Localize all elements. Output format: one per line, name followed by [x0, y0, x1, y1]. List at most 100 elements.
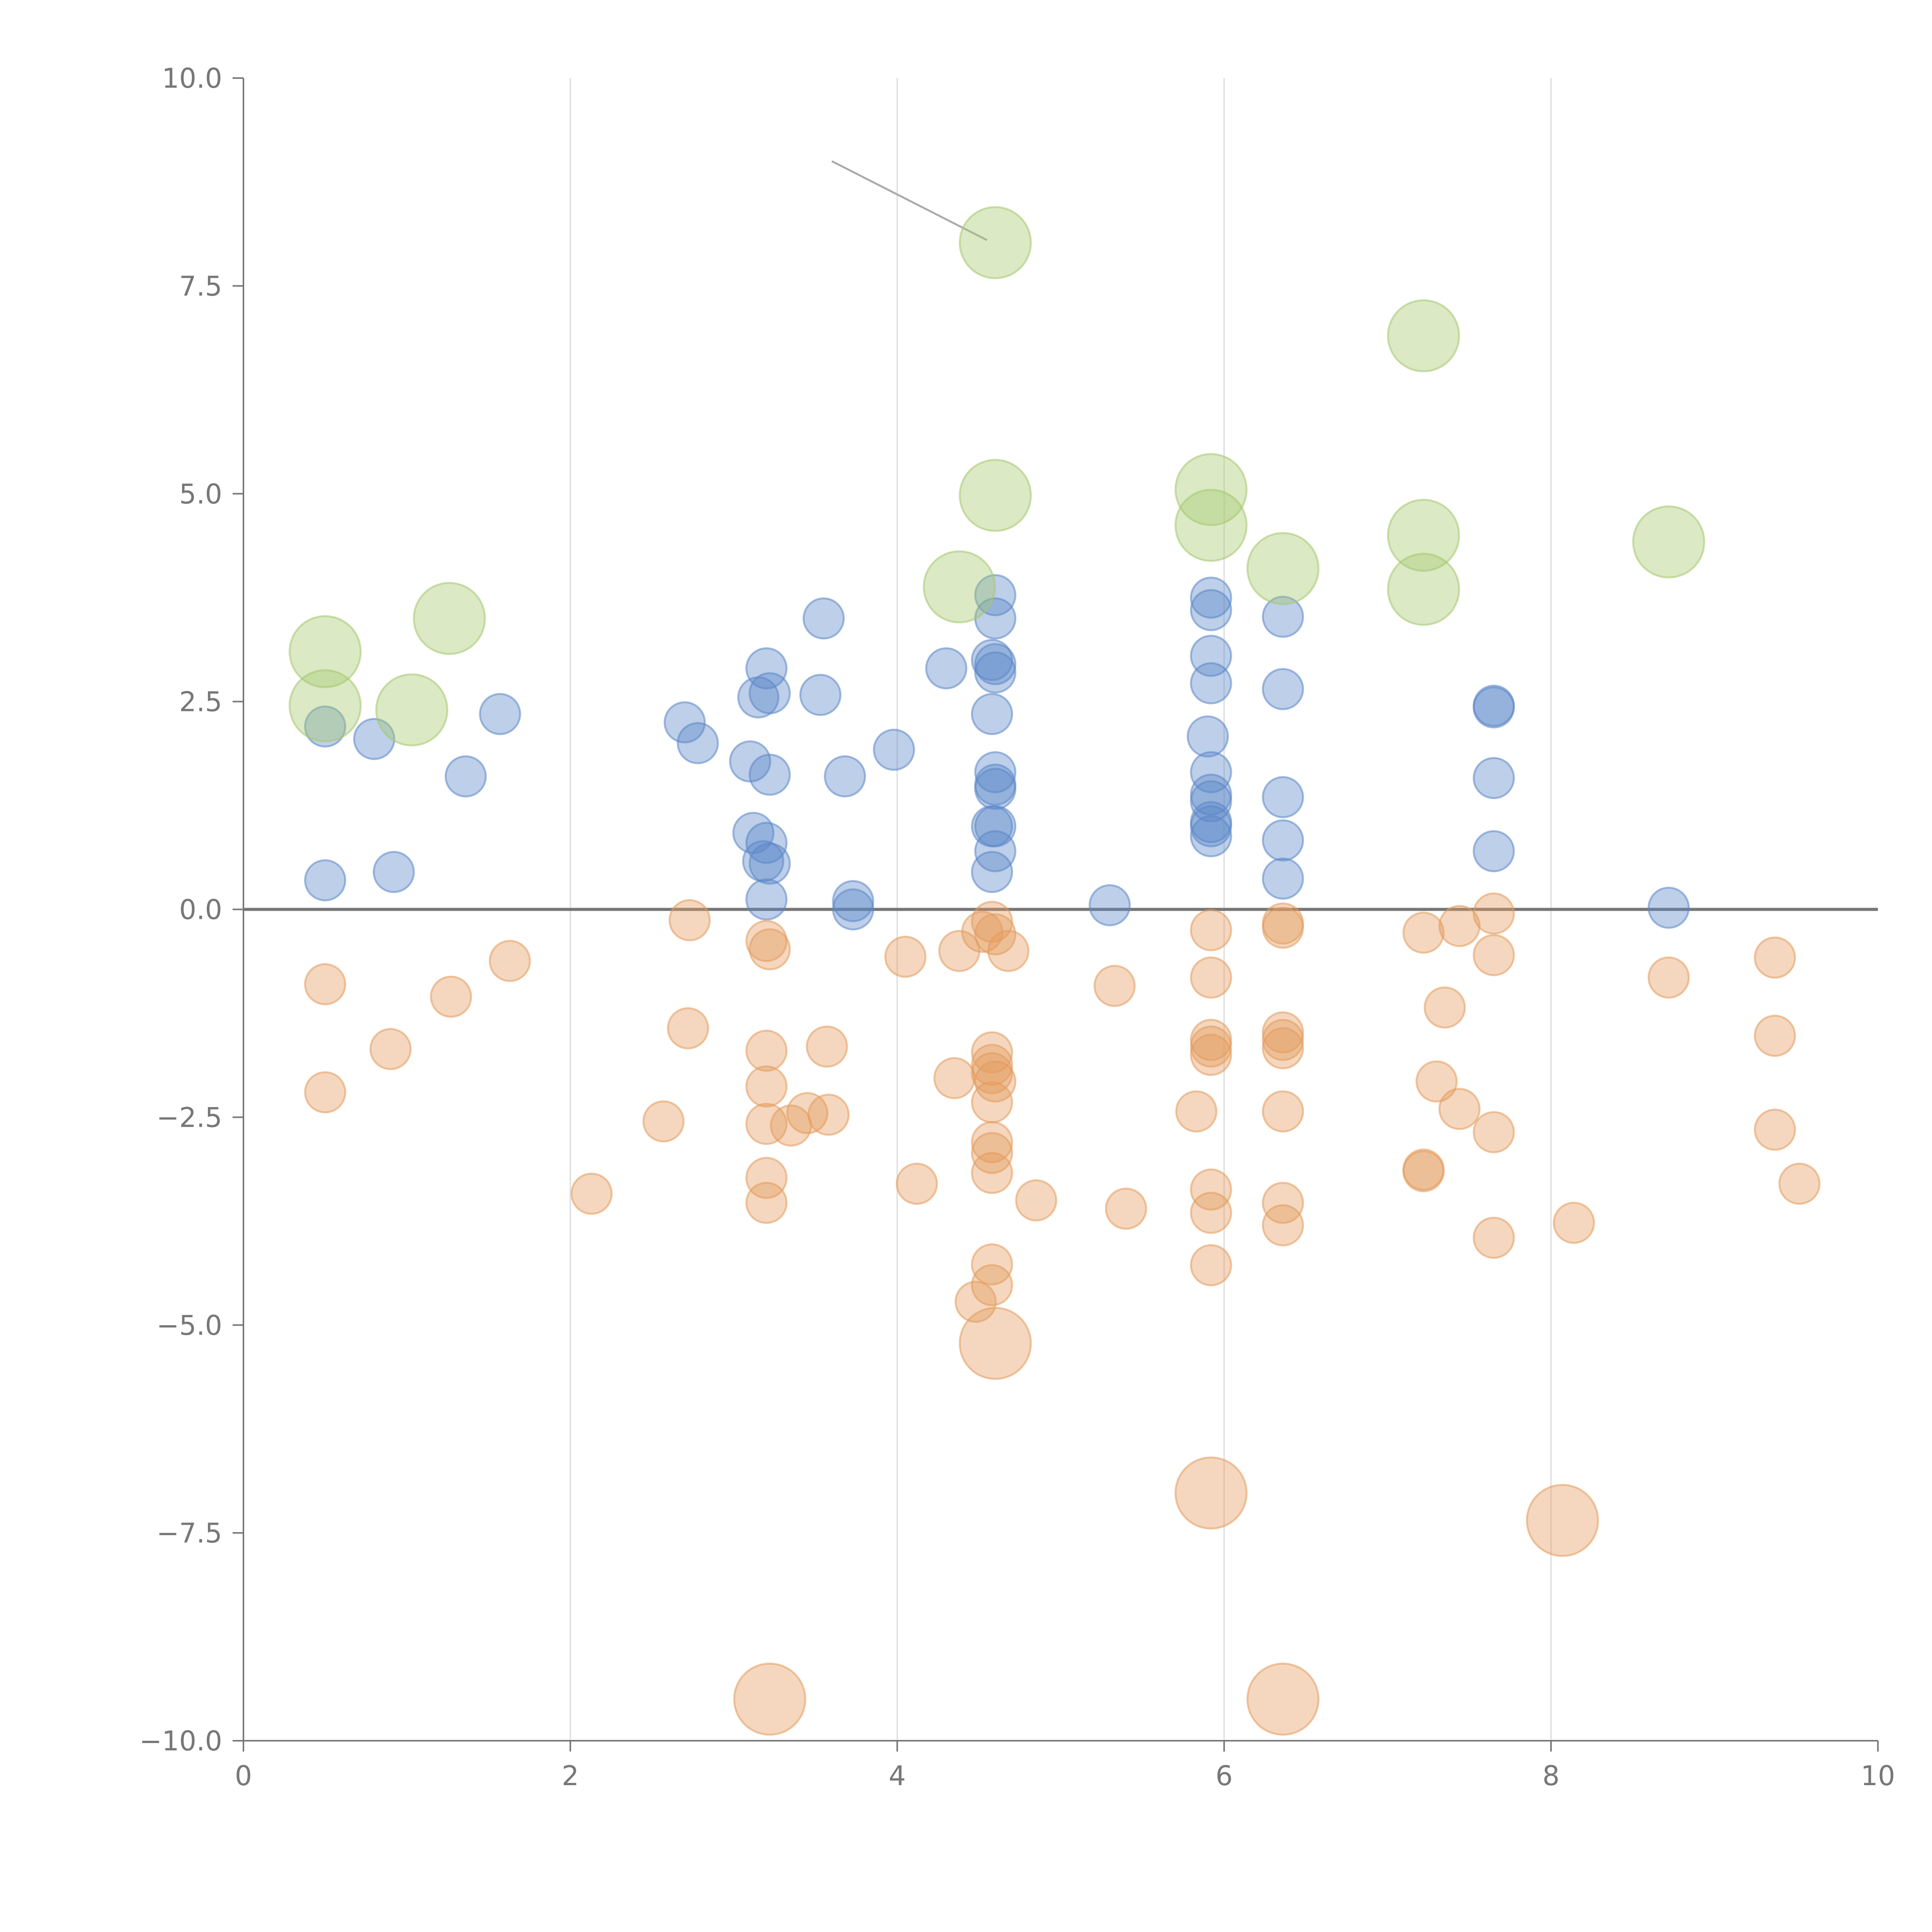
y-tick-label: −2.5: [156, 1102, 222, 1133]
data-point-negative: [1438, 905, 1481, 947]
data-point-negative: [807, 1094, 850, 1136]
y-tick-label: −5.0: [156, 1310, 222, 1341]
data-point-negative: [971, 1121, 1013, 1163]
data-point-positive: [748, 672, 791, 714]
data-point-highlight-positive: [959, 206, 1032, 279]
data-point-negative: [806, 1025, 848, 1068]
data-point-negative: [369, 1028, 412, 1070]
data-point-positive: [1190, 662, 1232, 704]
data-point-positive: [1648, 886, 1690, 929]
data-point-positive: [677, 722, 719, 764]
data-point-positive: [974, 574, 1017, 616]
data-point-highlight-positive: [289, 669, 362, 742]
data-point-positive: [1187, 715, 1229, 758]
data-point-negative: [1473, 1111, 1515, 1153]
data-point-negative: [1262, 1204, 1304, 1247]
data-point-positive: [1190, 805, 1232, 847]
data-point-positive: [971, 851, 1013, 893]
data-point-positive: [873, 728, 915, 771]
data-point-negative: [1473, 892, 1515, 935]
data-point-highlight-negative: [733, 1662, 806, 1736]
data-point-positive: [1473, 830, 1515, 872]
data-point-positive: [974, 805, 1017, 847]
data-point-negative: [1553, 1202, 1595, 1244]
data-point-negative: [1423, 986, 1466, 1029]
data-point-negative: [1754, 1109, 1796, 1151]
data-point-highlight-positive: [289, 615, 362, 689]
data-point-positive: [974, 651, 1017, 694]
data-point-positive: [663, 701, 706, 743]
data-point-negative: [1190, 1192, 1232, 1234]
data-point-positive: [1190, 589, 1232, 631]
data-point-negative: [1262, 1090, 1304, 1133]
data-point-highlight-positive: [1246, 532, 1320, 605]
x-tick-label: 10: [1861, 1760, 1895, 1792]
data-point-positive: [803, 597, 845, 639]
data-point-positive: [974, 768, 1017, 810]
data-point-highlight-positive: [923, 550, 996, 624]
data-point-negative: [1754, 936, 1796, 979]
data-point-positive: [1190, 815, 1232, 857]
data-point-negative: [971, 1264, 1013, 1306]
data-point-positive: [1262, 819, 1304, 862]
data-point-positive: [748, 753, 791, 796]
data-point-negative: [745, 1065, 788, 1108]
data-point-positive: [372, 851, 415, 893]
data-point-negative: [642, 1100, 685, 1143]
data-point-highlight-positive: [959, 459, 1032, 532]
data-point-highlight-negative: [1174, 1456, 1248, 1530]
data-point-negative: [1190, 956, 1232, 999]
data-point-positive: [304, 705, 346, 748]
data-point-negative: [430, 975, 472, 1018]
data-point-negative: [1648, 956, 1690, 999]
data-point-negative: [1094, 964, 1136, 1007]
data-point-negative: [745, 1103, 788, 1145]
data-point-negative: [1473, 934, 1515, 976]
data-point-negative: [974, 913, 1017, 956]
x-tick-label: 0: [235, 1760, 252, 1792]
data-point-highlight-positive: [1387, 299, 1460, 372]
data-point-negative: [745, 1182, 788, 1224]
data-point-negative: [884, 935, 927, 978]
data-point-positive: [1088, 884, 1131, 927]
data-point-negative: [304, 963, 346, 1005]
data-point-negative: [1415, 1060, 1458, 1103]
data-point-negative: [786, 1092, 828, 1134]
x-tick-label: 4: [889, 1760, 906, 1792]
data-point-positive: [304, 859, 346, 901]
data-point-positive: [1473, 686, 1515, 729]
data-point-positive: [1473, 757, 1515, 799]
data-point-highlight-positive: [1632, 505, 1706, 579]
data-point-negative: [1175, 1090, 1218, 1133]
x-tick-label: 6: [1216, 1760, 1233, 1792]
data-point-negative: [745, 1156, 788, 1199]
data-point-positive: [444, 755, 487, 798]
data-point-highlight-positive: [375, 673, 449, 747]
data-point-negative: [896, 1162, 938, 1205]
data-point-negative: [1190, 1244, 1232, 1286]
data-point-positive: [799, 673, 842, 716]
data-point-highlight-negative: [959, 1307, 1032, 1380]
data-point-highlight-positive: [1387, 498, 1460, 572]
data-point-negative: [570, 1172, 613, 1215]
y-tick-label: 5.0: [179, 478, 222, 510]
data-point-positive: [479, 693, 521, 735]
data-point-negative: [1402, 912, 1445, 954]
data-point-negative: [1473, 1216, 1515, 1259]
data-point-negative: [304, 1071, 346, 1114]
y-tick-label: 2.5: [179, 686, 222, 718]
y-tick-label: −10.0: [139, 1725, 222, 1757]
axis-layer: 10.0 7.5 5.0 2.5 0.0 −2.5 −5.0 −7.5 −10.0 0 2 4 6 8 10: [139, 63, 1895, 1792]
data-point-negative: [1105, 1187, 1147, 1230]
data-point-positive: [832, 888, 874, 930]
data-point-negative: [488, 940, 531, 982]
data-point-negative: [1262, 1027, 1304, 1070]
data-point-positive: [1190, 577, 1232, 619]
data-point-negative: [745, 1029, 788, 1072]
data-point-positive: [925, 647, 968, 690]
data-point-negative: [933, 1057, 976, 1099]
data-point-highlight-negative: [1526, 1484, 1599, 1557]
annotation-leader-line: [831, 160, 988, 241]
data-point-negative: [1262, 906, 1304, 949]
x-tick-label: 8: [1543, 1760, 1560, 1792]
